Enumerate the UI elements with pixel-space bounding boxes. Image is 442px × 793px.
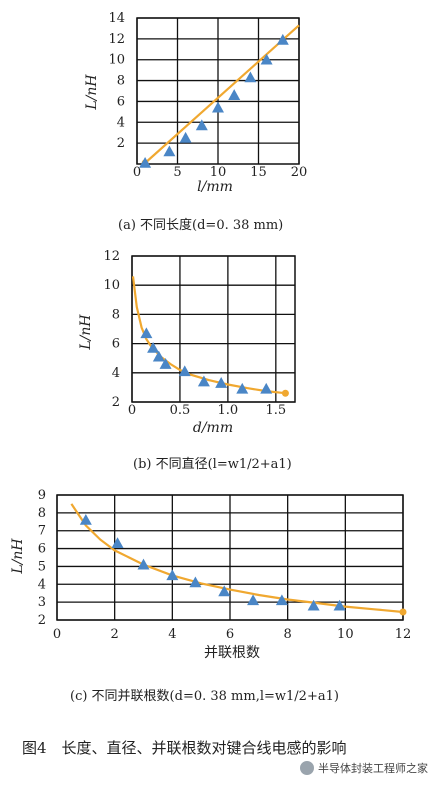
plot-frame — [131, 255, 296, 403]
data-point-marker — [179, 131, 192, 143]
data-point-marker — [159, 358, 172, 369]
plot-frame — [56, 494, 404, 621]
data-point-marker — [137, 558, 150, 570]
data-point-marker — [276, 33, 289, 45]
wechat-icon — [300, 761, 314, 775]
x-tick-label: 1.5 — [265, 403, 286, 418]
y-tick-label: 5 — [38, 559, 46, 574]
fit-end-dot — [399, 608, 407, 616]
x-axis-title: l/mm — [197, 179, 233, 195]
y-tick-label: 7 — [38, 524, 46, 539]
data-point-marker — [260, 53, 273, 65]
y-tick-label: 4 — [38, 577, 46, 592]
data-point-marker — [228, 89, 241, 100]
data-point-marker — [163, 145, 176, 157]
data-point-marker — [215, 377, 228, 388]
data-point-marker — [275, 594, 288, 606]
x-tick-label: 15 — [250, 165, 267, 180]
data-point-marker — [79, 514, 92, 525]
x-tick-label: 20 — [291, 165, 308, 180]
y-tick-label: 12 — [103, 249, 120, 264]
data-point-marker — [140, 327, 153, 339]
fit-curve — [144, 24, 300, 164]
x-tick-label: 0.5 — [170, 403, 191, 418]
x-tick-label: 2 — [111, 627, 119, 642]
y-tick-label: 14 — [108, 11, 125, 26]
y-tick-label: 6 — [38, 542, 46, 557]
watermark-text: 半导体封装工程师之家 — [318, 762, 428, 775]
x-tick-label: 0 — [53, 627, 61, 642]
data-point-marker — [307, 599, 320, 611]
y-tick-label: 2 — [112, 395, 120, 410]
data-point-marker — [178, 365, 191, 377]
data-point-marker — [244, 71, 257, 83]
figure-title: 图4 长度、直径、并联根数对键合线电感的影响 — [22, 739, 347, 757]
data-point-marker — [189, 576, 202, 588]
y-axis-title: L/nH — [78, 314, 94, 351]
y-tick-label: 12 — [108, 32, 125, 47]
chart-b: 0 0.5 1.0 1.5 2 4 6 8 10 12 d/mm L/nH — [78, 249, 296, 436]
y-tick-label: 6 — [117, 94, 125, 109]
x-tick-label: 0 — [133, 165, 141, 180]
fit-curve — [131, 276, 286, 395]
plot-frame — [136, 17, 300, 165]
y-tick-label: 3 — [38, 595, 46, 610]
data-point-marker — [236, 382, 249, 394]
y-tick-label: 4 — [117, 115, 125, 130]
y-tick-label: 8 — [117, 74, 125, 89]
y-tick-label: 9 — [38, 488, 46, 503]
y-tick-label: 10 — [108, 53, 125, 68]
caption-b: (b) 不同直径(l=w1/2+a1) — [133, 457, 292, 472]
data-point-marker — [197, 375, 210, 387]
data-point-marker — [111, 537, 124, 549]
x-tick-label: 10 — [210, 165, 227, 180]
data-point-marker — [147, 341, 160, 353]
data-point-marker — [260, 382, 273, 394]
x-tick-label: 5 — [173, 165, 181, 180]
caption-c: (c) 不同并联根数(d=0. 38 mm,l=w1/2+a1) — [70, 689, 339, 704]
y-axis-title: L/nH — [10, 538, 26, 575]
data-point-marker — [218, 585, 231, 597]
data-point-marker — [247, 594, 260, 606]
x-tick-label: 8 — [284, 627, 292, 642]
x-axis-title: 并联根数 — [204, 645, 260, 661]
y-tick-label: 8 — [112, 307, 120, 322]
data-point-marker — [166, 569, 179, 581]
data-point-marker — [139, 156, 152, 168]
watermark: 半导体封装工程师之家 — [300, 760, 428, 776]
x-tick-label: 1.0 — [218, 403, 239, 418]
y-tick-label: 2 — [117, 136, 125, 151]
x-axis-title: d/mm — [193, 420, 233, 436]
x-tick-label: 12 — [395, 627, 412, 642]
y-tick-label: 4 — [112, 366, 120, 381]
data-point-marker — [212, 101, 224, 113]
y-tick-label: 2 — [38, 613, 46, 628]
x-tick-label: 6 — [226, 627, 234, 642]
x-tick-label: 4 — [168, 627, 176, 642]
fit-end-dot — [281, 389, 289, 397]
y-tick-label: 6 — [112, 337, 120, 352]
y-tick-label: 8 — [38, 506, 46, 521]
data-point-marker — [152, 350, 165, 362]
data-point-marker — [195, 119, 208, 131]
data-point-marker — [333, 599, 346, 611]
x-tick-label: 0 — [128, 403, 136, 418]
caption-a: (a) 不同长度(d=0. 38 mm) — [118, 218, 284, 233]
fit-curve — [70, 503, 404, 614]
y-axis-title: L/nH — [84, 74, 100, 111]
chart-a: 0 5 10 15 20 2 4 6 8 10 12 14 l/mm L/nH — [84, 11, 307, 195]
y-tick-label: 10 — [103, 278, 120, 293]
x-tick-label: 10 — [337, 627, 354, 642]
